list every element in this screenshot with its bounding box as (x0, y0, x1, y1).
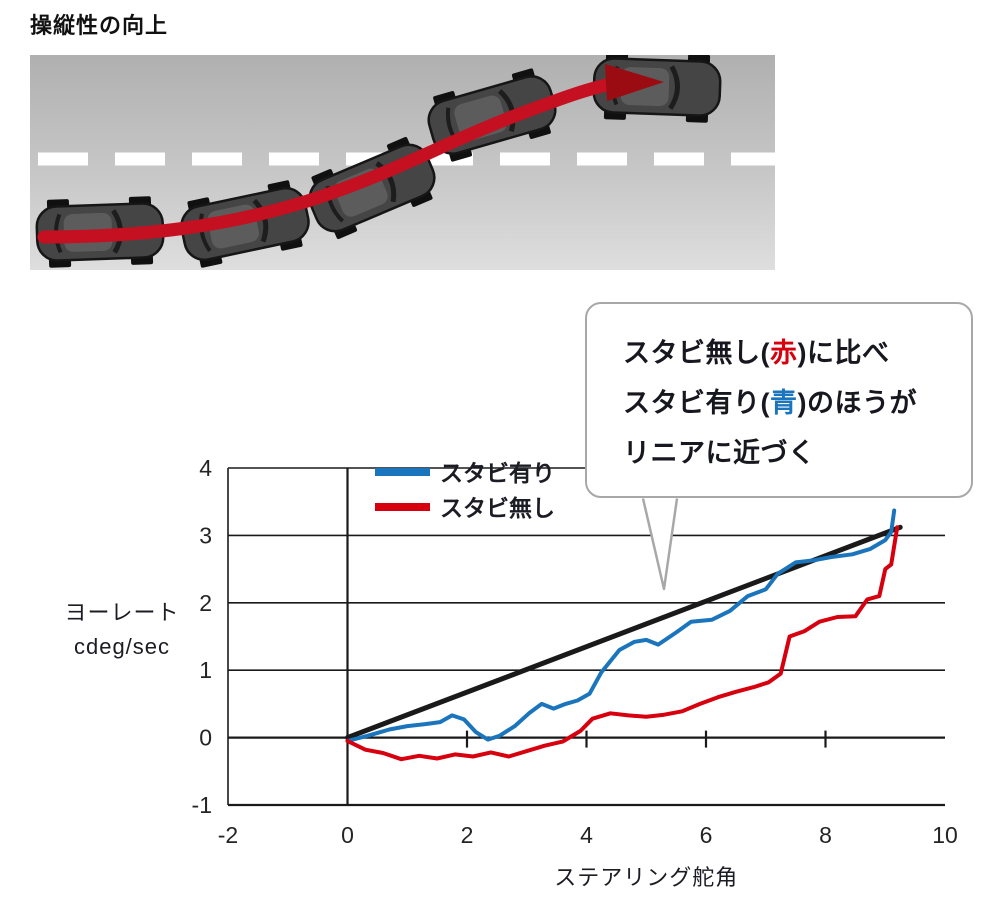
y-tick-label: 1 (199, 657, 212, 683)
callout-line-1: スタビ無し(赤)に比べ (623, 328, 963, 378)
y-tick-label: 2 (199, 590, 212, 616)
y-axis-title: ヨーレート (64, 600, 179, 625)
callout-text: )に比べ (797, 338, 890, 368)
callout-line-2: スタビ有り(青)のほうが (623, 378, 963, 428)
x-tick-label: -2 (218, 822, 238, 848)
road-illustration (30, 55, 775, 270)
page-title: 操縦性の向上 (30, 13, 169, 38)
y-tick-label: 0 (199, 725, 212, 751)
callout-text: )のほうが (797, 388, 917, 418)
callout-accent-red: 赤 (770, 338, 798, 368)
x-tick-label: 8 (819, 822, 832, 848)
x-axis-title: ステアリング舵角 (554, 865, 738, 890)
x-tick-label: 4 (580, 822, 593, 848)
x-tick-label: 10 (932, 822, 958, 848)
callout-tail (641, 498, 679, 591)
legend-label: スタビ有り (440, 460, 555, 486)
y-axis-title: cdeg/sec (74, 634, 170, 659)
trajectory-arrowhead (605, 64, 664, 101)
y-tick-label: -1 (192, 792, 212, 818)
callout-bubble: スタビ無し(赤)に比べ スタビ有り(青)のほうが リニアに近づく (585, 302, 973, 498)
x-tick-label: 2 (461, 822, 474, 848)
trajectory-arrow (37, 77, 619, 244)
legend-label: スタビ無し (440, 495, 555, 521)
series-stabilizer-on (345, 508, 897, 743)
y-tick-label: 4 (199, 455, 212, 481)
x-tick-label: 0 (341, 822, 354, 848)
x-tick-label: 6 (700, 822, 713, 848)
callout-line-3: リニアに近づく (623, 438, 816, 468)
y-tick-label: 3 (199, 522, 212, 548)
yaw-rate-chart: -2 0 2 4 6 8 10 -1 0 1 2 3 4 スタビ有りスタビ無しステアリング舵角 ヨーレート c… (40, 450, 980, 905)
callout-accent-blue: 青 (770, 388, 798, 418)
series-stabilizer-off (345, 525, 900, 762)
callout-text: スタビ無し( (623, 338, 770, 368)
road-svg (30, 55, 775, 270)
callout-text: スタビ有り( (623, 388, 770, 418)
